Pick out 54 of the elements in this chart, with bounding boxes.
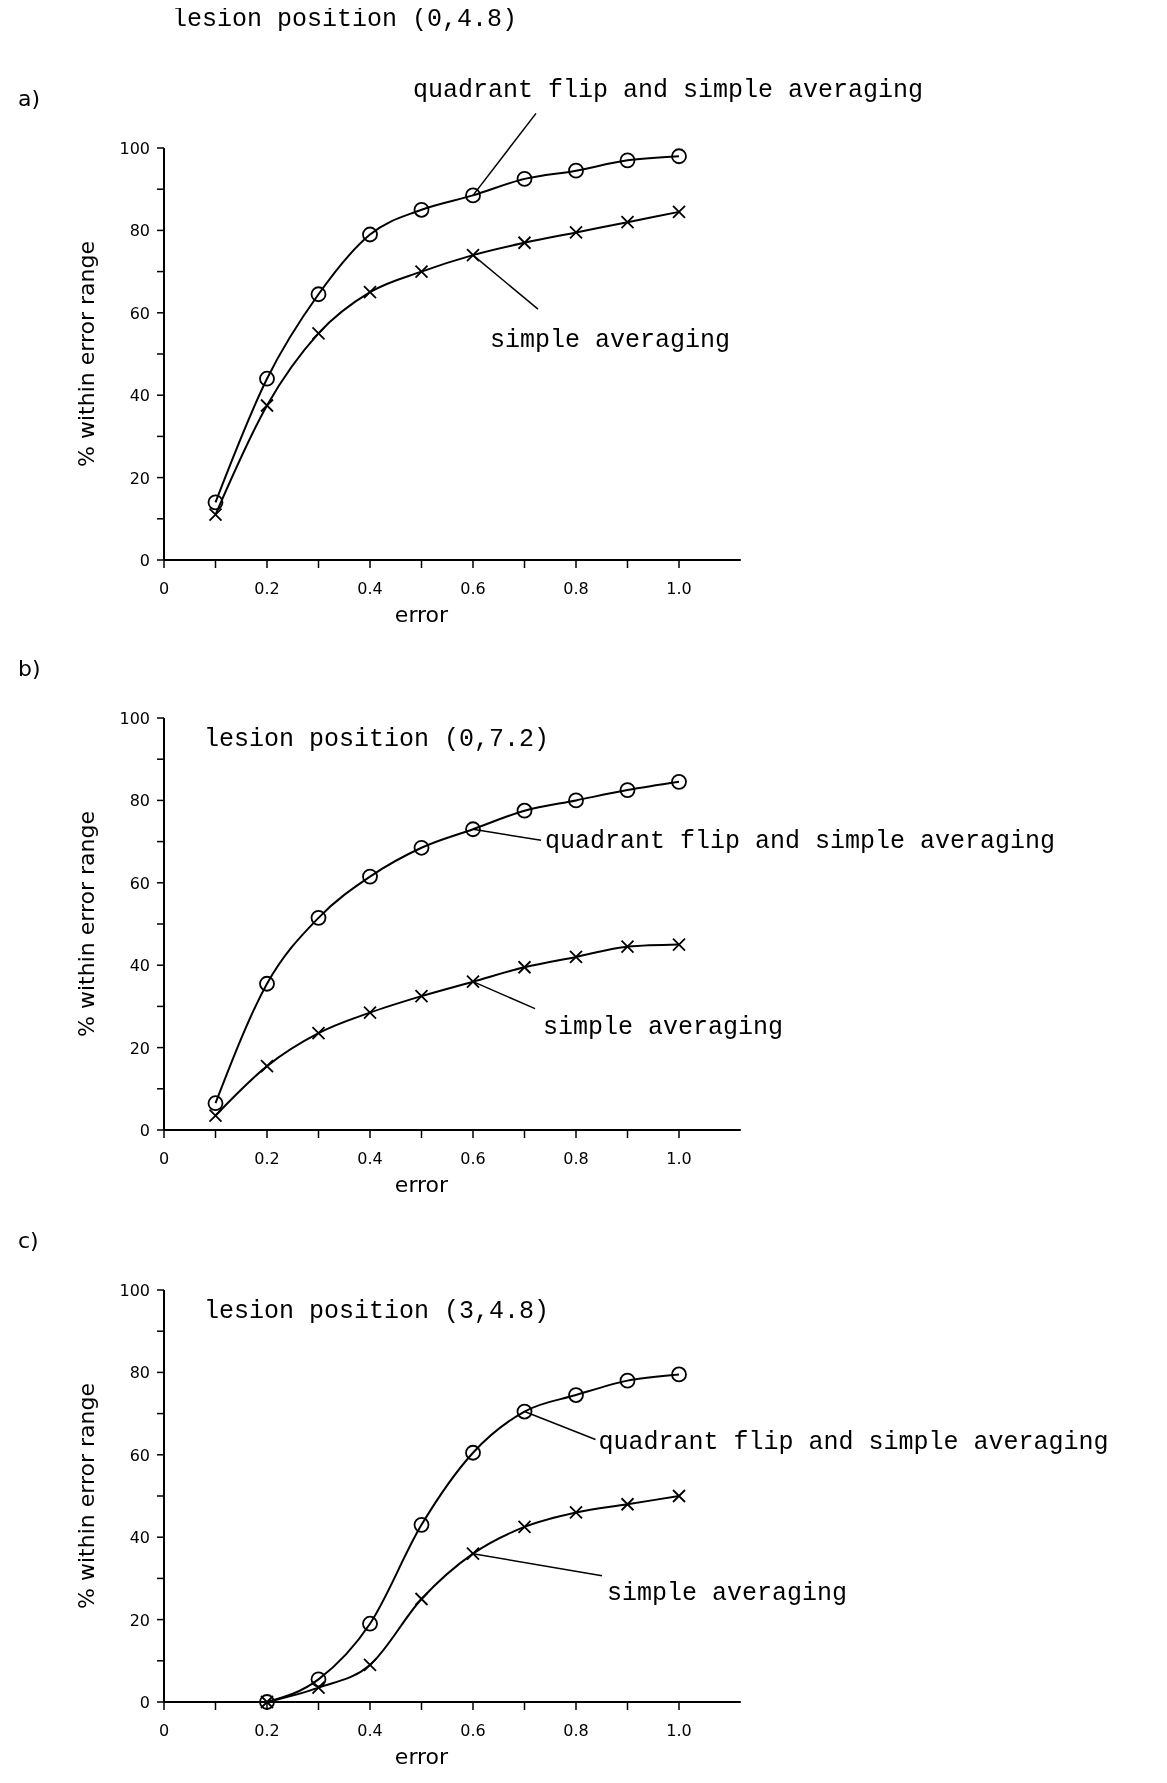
y-tick-label: 20 bbox=[129, 468, 150, 488]
y-axis-title: % within error range bbox=[74, 811, 99, 1037]
x-axis-title: error bbox=[394, 602, 450, 627]
chart-title: lesion position (3,4.8) bbox=[204, 1297, 550, 1326]
y-tick-label: 80 bbox=[129, 791, 150, 811]
y-tick-label: 80 bbox=[129, 221, 150, 241]
x-tick-label: 0.2 bbox=[254, 579, 280, 598]
y-axis-title: % within error range bbox=[74, 241, 99, 467]
x-tick-label: 0.4 bbox=[357, 1721, 383, 1740]
x-tick-label: 0.4 bbox=[357, 1149, 383, 1168]
text: quadrant flip and simple averaging bbox=[413, 76, 924, 106]
y-tick-label: 60 bbox=[129, 1445, 150, 1465]
y-tick-label: 100 bbox=[119, 709, 150, 728]
x-tick-label: 1.0 bbox=[666, 1149, 692, 1168]
y-tick-label: 100 bbox=[119, 139, 150, 158]
legend-label: simple averaging bbox=[490, 326, 731, 356]
x-tick-label: 0 bbox=[158, 579, 170, 598]
x-tick-label: 0.8 bbox=[563, 1149, 589, 1168]
x-tick-label: 0.2 bbox=[254, 1721, 280, 1740]
x-tick-label: 0.2 bbox=[254, 1149, 280, 1168]
y-tick-label: 100 bbox=[119, 1281, 150, 1300]
text: b) bbox=[18, 656, 41, 681]
y-axis-title: % within error range bbox=[74, 1383, 99, 1609]
legend-label: quadrant flip and simple averaging bbox=[598, 1427, 1109, 1457]
text: c) bbox=[18, 1228, 39, 1253]
y-tick-label: 80 bbox=[129, 1363, 150, 1383]
y-tick-label: 60 bbox=[129, 303, 150, 323]
x-tick-label: 1.0 bbox=[666, 579, 692, 598]
y-tick-label: 40 bbox=[129, 956, 150, 976]
legend-label: quadrant flip and simple averaging bbox=[545, 827, 1056, 857]
x-tick-label: 0.8 bbox=[563, 1721, 589, 1740]
chart-title: lesion position (0,7.2) bbox=[204, 725, 550, 754]
series-label: simple averaging bbox=[543, 1012, 784, 1042]
chart-title: lesion position (0,4.8) bbox=[172, 5, 518, 34]
x-axis-title: error bbox=[394, 1172, 450, 1197]
x-tick-label: 0.8 bbox=[563, 579, 589, 598]
x-tick-label: 0 bbox=[158, 1149, 170, 1168]
x-tick-label: 1.0 bbox=[666, 1721, 692, 1740]
text: a) bbox=[18, 86, 41, 111]
x-axis-title: error bbox=[394, 1744, 450, 1769]
y-tick-label: 0 bbox=[139, 1693, 150, 1712]
y-tick-label: 20 bbox=[129, 1038, 150, 1058]
y-tick-label: 0 bbox=[139, 1121, 150, 1140]
x-tick-label: 0.6 bbox=[460, 579, 486, 598]
y-tick-label: 60 bbox=[129, 873, 150, 893]
x-tick-label: 0.6 bbox=[460, 1721, 486, 1740]
x-tick-label: 0.6 bbox=[460, 1149, 486, 1168]
y-tick-label: 0 bbox=[139, 551, 150, 570]
y-tick-label: 20 bbox=[129, 1610, 150, 1630]
x-tick-label: 0 bbox=[158, 1721, 170, 1740]
y-tick-label: 40 bbox=[129, 386, 150, 406]
x-tick-label: 0.4 bbox=[357, 579, 383, 598]
y-tick-label: 40 bbox=[129, 1528, 150, 1548]
text: simple averaging bbox=[607, 1578, 848, 1608]
